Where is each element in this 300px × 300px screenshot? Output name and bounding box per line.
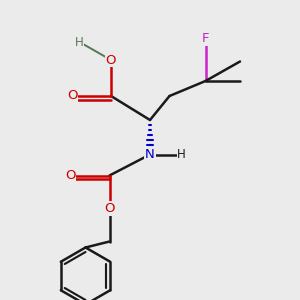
Text: H: H xyxy=(177,148,186,161)
Text: H: H xyxy=(75,35,84,49)
Text: O: O xyxy=(65,169,76,182)
Text: O: O xyxy=(67,89,77,103)
Text: O: O xyxy=(106,53,116,67)
Text: F: F xyxy=(202,32,209,46)
Text: N: N xyxy=(145,148,155,161)
Text: O: O xyxy=(104,202,115,215)
